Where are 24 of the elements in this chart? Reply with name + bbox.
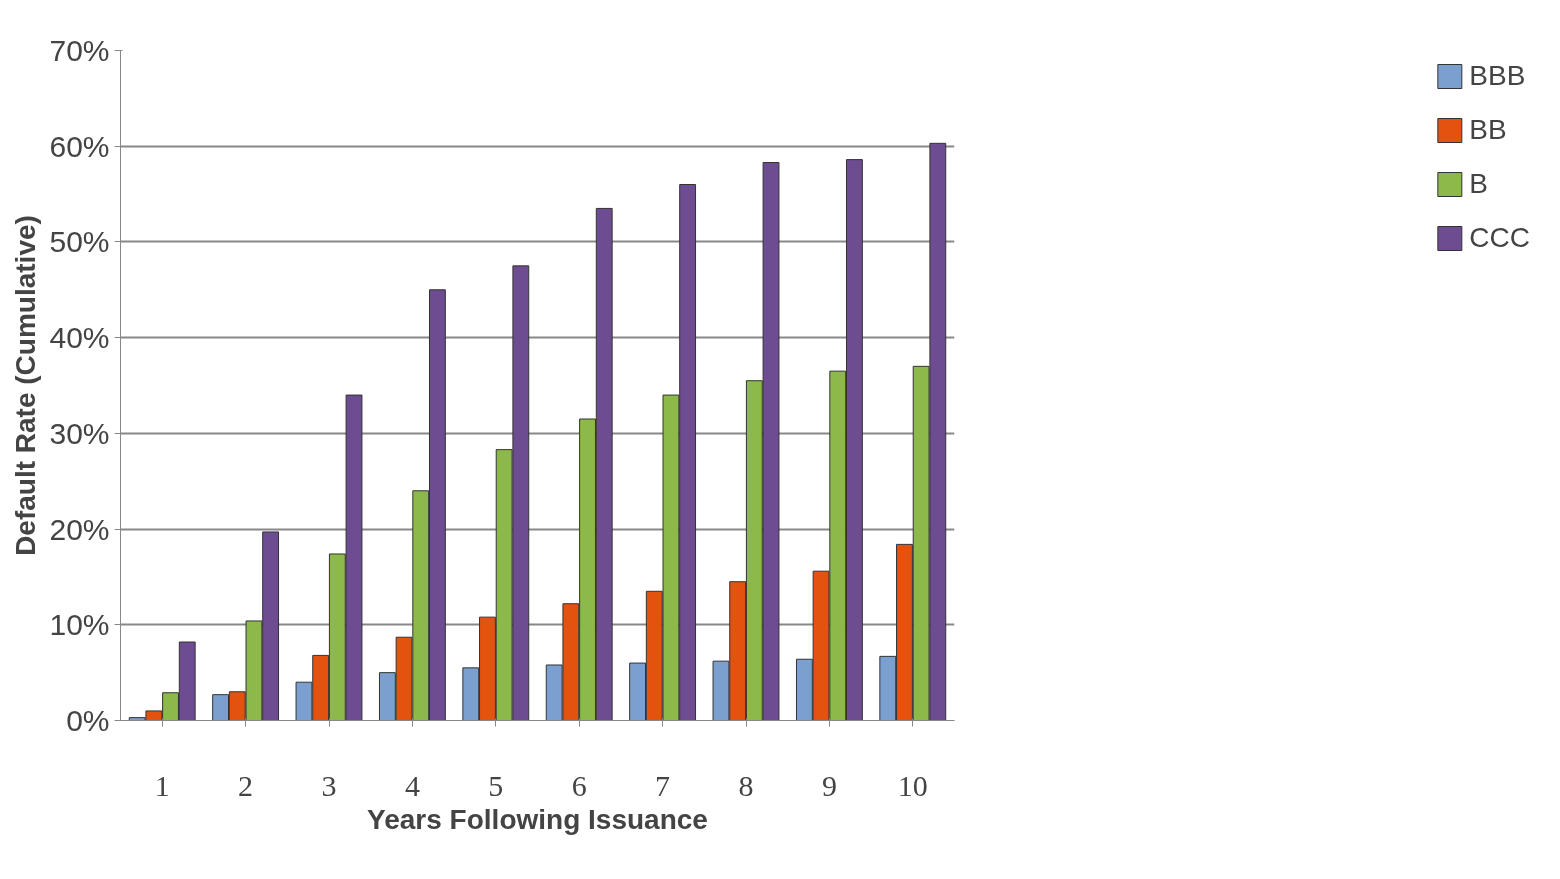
y-tick-label: 10% [49,608,110,642]
y-tick-label: 40% [49,321,110,355]
x-tick-label: 6 [571,768,587,802]
y-tick-label: 60% [49,129,110,163]
y-axis-title: Default Rate (Cumulative) [10,215,42,556]
x-axis-title: Years Following Issuance [367,803,708,835]
y-tick-label: 30% [49,416,110,450]
y-tick-label: 70% [49,34,110,67]
x-tick-label: 7 [655,768,671,802]
y-tick-label: 0% [66,704,110,737]
y-tick-label: 20% [49,512,110,546]
x-tick-label: 3 [321,768,337,802]
legend-label: B [1469,168,1489,200]
legend-label: BB [1469,114,1507,146]
x-tick-label: 5 [488,768,504,802]
x-tick-label: 8 [738,768,754,802]
x-tick-label: 2 [238,768,254,802]
x-tick-label: 9 [821,768,837,802]
x-tick-label: 1 [154,768,170,802]
y-tick-label: 50% [49,225,110,259]
x-tick-label: 10 [897,768,928,802]
legend-label: CCC [1469,222,1530,254]
x-tick-label: 4 [404,768,420,802]
legend-label: BBB [1469,60,1526,92]
